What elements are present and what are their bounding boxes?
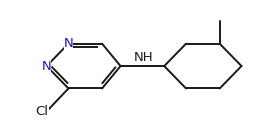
Text: N: N: [63, 37, 73, 50]
Text: Cl: Cl: [36, 105, 49, 118]
Text: NH: NH: [134, 51, 154, 64]
Text: N: N: [42, 60, 52, 73]
